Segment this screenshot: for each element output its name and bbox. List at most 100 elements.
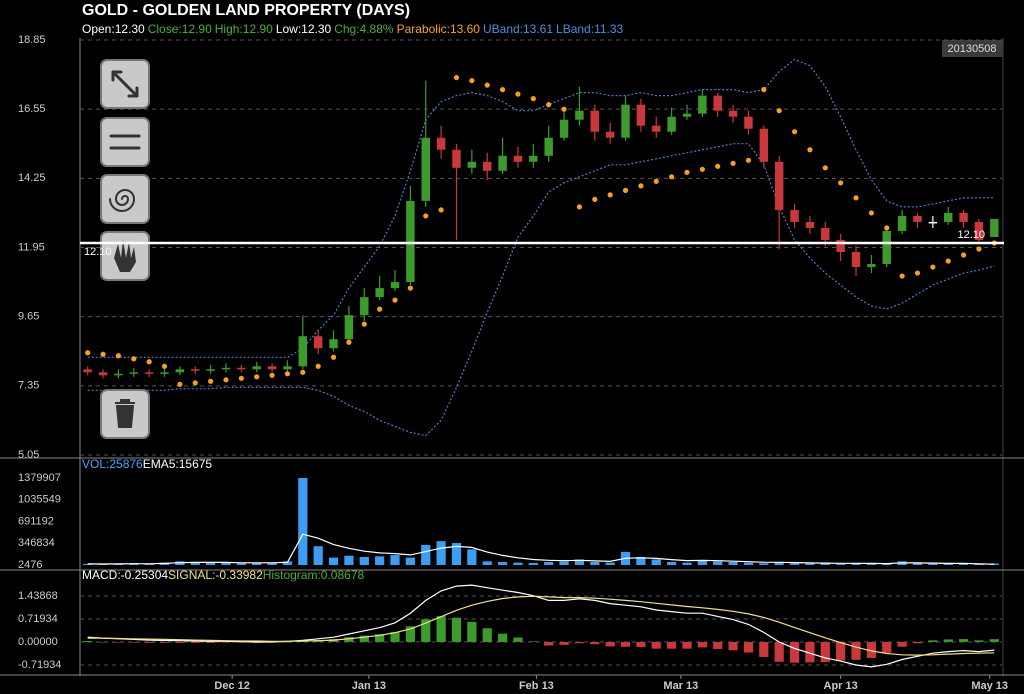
parabolic-dot (730, 160, 736, 166)
candle-body (728, 110, 738, 117)
parabolic-dot (361, 321, 367, 327)
parabolic-dot (868, 210, 874, 216)
date-box (942, 40, 1003, 57)
x-tick-label: Dec 12 (214, 680, 249, 692)
candle-body (544, 137, 553, 156)
parabolic-dot (115, 353, 122, 359)
y-tick-label: 346834 (18, 537, 55, 549)
candle-body (329, 339, 338, 349)
volume-bar (590, 561, 600, 565)
parabolic-dot (745, 157, 752, 163)
parabolic-dot (238, 375, 244, 381)
parallel-tool[interactable] (100, 117, 150, 167)
volume-bar (697, 560, 707, 565)
parabolic-dot (638, 183, 644, 189)
volume-bar (651, 559, 661, 565)
info-item: Open:12.30 (82, 22, 145, 36)
histogram-bar (421, 619, 431, 642)
histogram-bar (989, 639, 999, 642)
y-tick-label: 1379907 (18, 472, 61, 484)
histogram-bar (682, 641, 692, 649)
volume-bar (421, 544, 431, 565)
macd-line (87, 584, 995, 668)
candle-body (114, 373, 123, 376)
parabolic-dot (699, 166, 705, 172)
y-tick-label: 691192 (18, 515, 54, 527)
parabolic-dot (530, 96, 536, 102)
histogram-bar (820, 641, 830, 663)
parabolic-dot (161, 363, 168, 369)
histogram-bar (667, 641, 677, 649)
histogram-bar (113, 641, 124, 643)
crosshair-label: 12.10 (957, 229, 985, 241)
candle-body (390, 282, 400, 289)
parabolic-dot (853, 195, 859, 201)
histogram-bar (206, 641, 216, 643)
volume-bar (390, 555, 400, 565)
y-tick-label: 5.05 (18, 449, 39, 461)
volume-bar (451, 543, 462, 565)
histogram-bar (344, 637, 354, 642)
parallel-tool-icon (109, 134, 141, 150)
candle-body (406, 200, 415, 283)
volume-bar (375, 556, 385, 565)
histogram-bar (866, 641, 876, 658)
candle-body (682, 113, 692, 117)
y-tick-label: 7.35 (18, 380, 39, 392)
legend-item: VOL:25876 (82, 457, 143, 471)
parabolic-dot (761, 87, 767, 93)
volume-bar (482, 561, 492, 565)
volume-bar (866, 563, 876, 565)
candle-body (851, 252, 861, 268)
price-grid: 18.85 16.55 14.25 11.95 9.65 7.35 5.05 (18, 34, 1002, 461)
candle-body (698, 95, 707, 114)
candle-body (590, 110, 600, 132)
histogram-bar (528, 641, 538, 642)
parabolic-dot (223, 377, 229, 383)
volume-bar (313, 546, 323, 565)
y-tick-label: 14.25 (18, 172, 46, 184)
candle-body (283, 366, 292, 370)
candle-body (559, 119, 569, 138)
candle-body (298, 336, 308, 367)
histogram-bar (590, 641, 600, 645)
chart-title: GOLD - GOLDEN LAND PROPERTY (DAYS) (82, 2, 410, 19)
panel-legend: VOL:25876EMA5:15675 (82, 457, 212, 471)
volume-bar (805, 563, 815, 565)
histogram-bar (298, 641, 308, 642)
parabolic-dot (499, 87, 506, 93)
histogram-bar (451, 617, 462, 642)
ema5-line (87, 533, 995, 565)
candle-body (821, 227, 830, 240)
histogram-bar (129, 641, 139, 643)
histogram-bar (436, 616, 446, 642)
parabolic-dot (438, 207, 444, 213)
candle-body (529, 155, 538, 162)
histogram-bar (83, 641, 93, 642)
candle-body (267, 366, 277, 370)
parabolic-dot (177, 381, 183, 387)
parabolic-dot (423, 213, 429, 219)
parabolic-dot (899, 273, 905, 279)
volume-bar (636, 556, 646, 565)
y-tick-label: 2476 (18, 559, 42, 571)
x-tick-label: Mar 13 (663, 680, 698, 692)
parabolic-dot (561, 106, 567, 112)
candle-body (344, 315, 354, 340)
volume-bar (989, 563, 999, 565)
date-label: 20130508 (948, 43, 997, 55)
legend-item: SIGNAL:-0.33982 (168, 568, 263, 582)
histogram-bar (974, 640, 984, 642)
fibonacci-tool[interactable] (100, 174, 150, 224)
volume-bar (605, 562, 615, 565)
info-item: Parabolic:13.60 (397, 22, 481, 36)
parabolic-dot (960, 252, 967, 258)
candle-body (774, 161, 784, 210)
candle-body (913, 215, 922, 222)
y-tick-label: 11.95 (18, 241, 45, 253)
parabolic-dot (131, 356, 137, 362)
histogram-bar (774, 641, 784, 662)
volume-bar (544, 561, 554, 565)
histogram-bar (282, 641, 293, 643)
